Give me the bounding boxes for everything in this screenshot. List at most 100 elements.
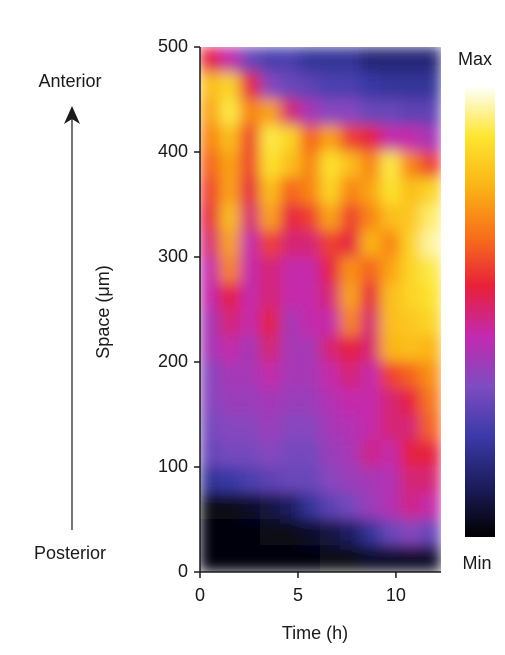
- heat-cell: [239, 414, 261, 442]
- heat-cell: [380, 256, 402, 284]
- heat-cell: [420, 440, 441, 468]
- heat-cell: [360, 204, 382, 232]
- heat-cell: [279, 361, 301, 389]
- heat-cell: [200, 387, 221, 415]
- heat-cell: [360, 440, 382, 468]
- heat-cell: [219, 361, 241, 389]
- heat-cell: [380, 309, 402, 337]
- heat-cell: [380, 519, 402, 547]
- heat-cell: [299, 335, 321, 363]
- heat-cell: [340, 125, 362, 153]
- heat-cell: [259, 466, 281, 494]
- heat-cell: [279, 492, 301, 520]
- heat-cell: [400, 256, 422, 284]
- heat-cell: [420, 545, 441, 572]
- heat-cell: [340, 492, 362, 520]
- heat-cell: [219, 204, 241, 232]
- heat-cell: [219, 414, 241, 442]
- heat-cell: [279, 230, 301, 258]
- heat-cell: [380, 440, 402, 468]
- heat-cell: [380, 282, 402, 310]
- heat-cell: [400, 125, 422, 153]
- heat-cell: [400, 99, 422, 127]
- heat-cell: [400, 387, 422, 415]
- heat-cell: [239, 361, 261, 389]
- y-tick-label: 0: [178, 561, 188, 581]
- heat-cell: [400, 519, 422, 547]
- heat-cell: [400, 151, 422, 179]
- anterior-label: Anterior: [38, 71, 101, 91]
- heat-cell: [259, 230, 281, 258]
- heat-cell: [340, 99, 362, 127]
- heat-cell: [299, 256, 321, 284]
- heat-cell: [219, 47, 241, 74]
- heat-cell: [320, 492, 342, 520]
- heat-cell: [420, 492, 441, 520]
- heat-cell: [420, 204, 441, 232]
- heat-cell: [299, 204, 321, 232]
- heat-cell: [420, 282, 441, 310]
- heat-cell: [299, 519, 321, 547]
- heat-cell: [340, 230, 362, 258]
- heat-cell: [200, 204, 221, 232]
- heat-cell: [360, 361, 382, 389]
- heat-cell: [200, 440, 221, 468]
- heat-cell: [320, 99, 342, 127]
- heatmap: [200, 47, 441, 572]
- heat-cell: [259, 387, 281, 415]
- heat-cell: [239, 125, 261, 153]
- heat-cell: [279, 204, 301, 232]
- heat-cell: [259, 72, 281, 100]
- heat-cell: [380, 151, 402, 179]
- heat-cell: [380, 204, 402, 232]
- heat-cell: [420, 335, 441, 363]
- heat-cell: [320, 414, 342, 442]
- heat-cell: [360, 230, 382, 258]
- heat-cell: [259, 125, 281, 153]
- heat-cell: [320, 151, 342, 179]
- heat-cell: [219, 492, 241, 520]
- heat-cell: [200, 230, 221, 258]
- heat-cell: [299, 414, 321, 442]
- heat-cell: [219, 545, 241, 572]
- heat-cell: [200, 466, 221, 494]
- heat-cell: [400, 177, 422, 205]
- heat-cell: [259, 361, 281, 389]
- heat-cell: [219, 151, 241, 179]
- heat-cell: [219, 99, 241, 127]
- heat-cell: [380, 466, 402, 494]
- heat-cell: [420, 387, 441, 415]
- heat-cell: [259, 414, 281, 442]
- heat-cell: [219, 335, 241, 363]
- colorbar: [465, 86, 495, 537]
- heat-cell: [239, 282, 261, 310]
- heat-cell: [299, 151, 321, 179]
- heat-cell: [320, 72, 342, 100]
- heat-cell: [380, 387, 402, 415]
- heat-cell: [400, 492, 422, 520]
- heat-cell: [400, 230, 422, 258]
- heat-cell: [340, 387, 362, 415]
- heat-cell: [239, 230, 261, 258]
- heat-cell: [219, 519, 241, 547]
- heat-cell: [360, 545, 382, 572]
- heat-cell: [200, 414, 221, 442]
- heat-cell: [420, 125, 441, 153]
- heat-cell: [340, 204, 362, 232]
- heat-cell: [239, 335, 261, 363]
- heat-cell: [259, 440, 281, 468]
- heat-cell: [219, 309, 241, 337]
- heat-cell: [259, 282, 281, 310]
- heat-cell: [400, 204, 422, 232]
- heat-cell: [259, 309, 281, 337]
- heat-cell: [239, 204, 261, 232]
- heat-cell: [239, 545, 261, 572]
- heat-cell: [200, 492, 221, 520]
- heat-cell: [420, 361, 441, 389]
- heat-cell: [340, 72, 362, 100]
- heat-cell: [360, 282, 382, 310]
- heat-cell: [259, 519, 281, 547]
- heat-cell: [279, 47, 301, 74]
- heat-cell: [299, 492, 321, 520]
- heat-cell: [340, 440, 362, 468]
